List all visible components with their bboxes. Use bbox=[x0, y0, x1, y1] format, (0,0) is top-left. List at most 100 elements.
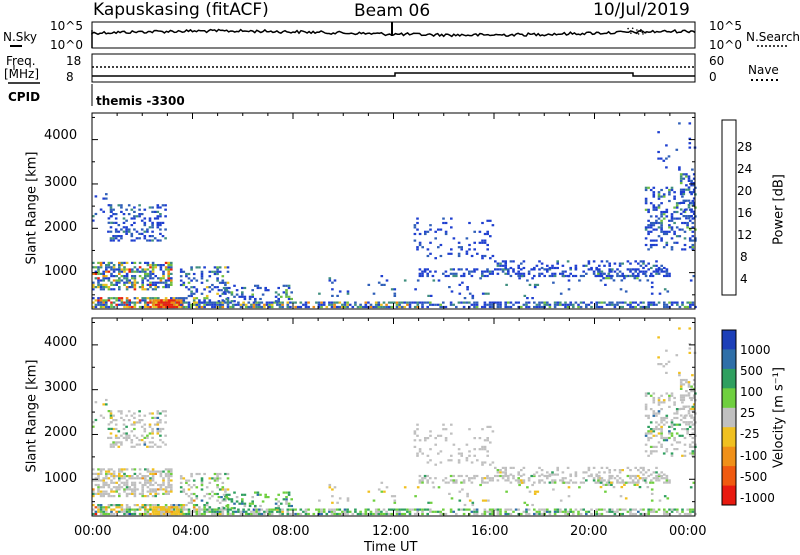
velocity-pixel bbox=[144, 477, 147, 480]
power-pixel bbox=[179, 270, 183, 273]
velocity-pixel bbox=[668, 436, 671, 440]
power-pixel bbox=[110, 215, 113, 218]
power-pixel bbox=[135, 237, 139, 240]
velocity-pixel bbox=[128, 492, 131, 495]
power-pixel bbox=[149, 281, 152, 284]
velocity-pixel bbox=[638, 486, 642, 489]
power-pixel bbox=[144, 277, 147, 280]
velocity-pixel bbox=[159, 434, 162, 437]
velocity-pixel bbox=[665, 416, 669, 420]
power-cbar-tick: 12 bbox=[737, 228, 753, 242]
velocity-pixel bbox=[644, 481, 648, 484]
power-pixel bbox=[501, 270, 505, 273]
velocity-pixel bbox=[170, 468, 173, 471]
velocity-pixel bbox=[461, 488, 464, 491]
velocity-pixel bbox=[164, 488, 168, 491]
power-pixel bbox=[631, 272, 635, 275]
power-pixel bbox=[688, 146, 692, 149]
velocity-pixel bbox=[569, 508, 572, 511]
velocity-pixel bbox=[256, 493, 260, 496]
velocity-pixel bbox=[690, 398, 693, 402]
velocity-pixel bbox=[200, 512, 204, 516]
velocity-pixel bbox=[364, 510, 368, 513]
power-pixel bbox=[185, 301, 188, 304]
velocity-pixel bbox=[636, 483, 639, 486]
velocity-pixel bbox=[141, 488, 144, 491]
velocity-pixel bbox=[447, 459, 450, 462]
power-pixel bbox=[553, 305, 557, 309]
velocity-pixel bbox=[442, 423, 445, 426]
velocity-pixel bbox=[187, 495, 191, 498]
power-pixel bbox=[243, 295, 247, 298]
power-pixel bbox=[512, 270, 515, 273]
velocity-pixel bbox=[291, 508, 295, 511]
velocity-pixel bbox=[483, 477, 487, 480]
velocity-pixel bbox=[192, 508, 196, 511]
power-pixel bbox=[429, 294, 433, 297]
power-pixel bbox=[602, 272, 605, 275]
velocity-pixel bbox=[655, 425, 658, 428]
power-pixel bbox=[97, 270, 100, 273]
power-pixel bbox=[256, 286, 260, 290]
velocity-pixel bbox=[200, 481, 204, 484]
power-pixel bbox=[613, 270, 617, 273]
power-pixel bbox=[574, 266, 578, 270]
velocity-pixel bbox=[649, 481, 652, 484]
power-pixel bbox=[673, 206, 676, 209]
power-pixel bbox=[225, 297, 228, 301]
power-pixel bbox=[639, 305, 643, 309]
power-pixel bbox=[110, 275, 113, 278]
power-pixel bbox=[244, 305, 248, 309]
velocity-pixel bbox=[652, 396, 656, 400]
power-pixel bbox=[533, 286, 537, 289]
power-pixel bbox=[317, 303, 321, 306]
velocity-pixel bbox=[208, 497, 212, 500]
velocity-pixel bbox=[481, 445, 484, 448]
power-pixel bbox=[221, 305, 225, 309]
power-pixel bbox=[263, 305, 266, 309]
velocity-pixel bbox=[471, 501, 475, 504]
velocity-pixel bbox=[668, 481, 671, 484]
velocity-pixel bbox=[533, 481, 536, 484]
velocity-pixel bbox=[663, 481, 666, 484]
velocity-pixel bbox=[657, 423, 661, 426]
power-pixel bbox=[170, 299, 174, 302]
velocity-pixel bbox=[572, 512, 575, 516]
velocity-pixel bbox=[649, 394, 653, 397]
power-pixel bbox=[572, 305, 575, 309]
velocity-pixel bbox=[107, 477, 111, 480]
velocity-pixel bbox=[638, 477, 642, 480]
power-pixel bbox=[143, 208, 147, 211]
velocity-pixel bbox=[135, 436, 139, 439]
power-pixel bbox=[461, 281, 464, 284]
velocity-pixel bbox=[115, 504, 118, 507]
power-pixel bbox=[587, 262, 591, 265]
power-pixel bbox=[678, 168, 681, 171]
power-pixel bbox=[304, 301, 308, 304]
power-pixel bbox=[599, 272, 603, 275]
power-pixel bbox=[608, 303, 611, 306]
power-pixel bbox=[239, 303, 243, 306]
power-pixel bbox=[125, 286, 129, 289]
velocity-pixel bbox=[624, 481, 628, 484]
velocity-pixel bbox=[655, 421, 658, 424]
power-pixel bbox=[243, 286, 247, 290]
power-pixel bbox=[322, 303, 326, 306]
power-pixel bbox=[203, 297, 206, 300]
velocity-pixel bbox=[423, 508, 427, 511]
power-pixel bbox=[128, 286, 131, 289]
velocity-pixel bbox=[233, 491, 236, 494]
velocity-pixel bbox=[691, 436, 695, 440]
power-pixel bbox=[118, 288, 121, 291]
power-pixel bbox=[110, 266, 113, 269]
velocity-pixel bbox=[603, 471, 606, 474]
velocity-colorbar-segment bbox=[722, 349, 736, 370]
velocity-pixel bbox=[117, 445, 121, 448]
power-pixel bbox=[92, 261, 95, 264]
velocity-pixel bbox=[642, 508, 645, 511]
velocity-pixel bbox=[131, 492, 134, 495]
velocity-pixel bbox=[157, 506, 161, 509]
velocity-pixel bbox=[195, 472, 199, 476]
power-pixel bbox=[346, 290, 350, 293]
power-cbar-tick: 4 bbox=[740, 272, 748, 286]
